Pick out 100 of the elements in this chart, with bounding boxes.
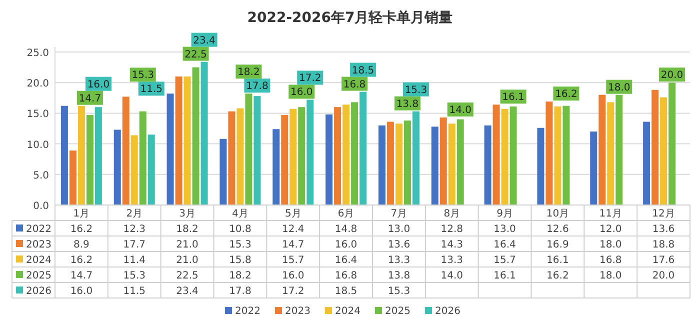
bar xyxy=(130,135,138,205)
data-label: 16.8 xyxy=(334,270,358,282)
data-label: 18.0 xyxy=(599,240,622,250)
data-label: 12.4 xyxy=(282,224,304,235)
text: 16.1 xyxy=(502,92,524,104)
text: 15.3 xyxy=(132,70,154,82)
text: 23.4 xyxy=(193,35,216,46)
bar xyxy=(590,132,598,205)
data-label: 13.6 xyxy=(388,240,410,250)
data-label: 18.5 xyxy=(334,286,358,297)
bar xyxy=(492,104,500,205)
bar xyxy=(643,122,650,205)
text: 16.0 xyxy=(290,87,313,98)
bar xyxy=(220,138,227,205)
x-tick-label: 10月 xyxy=(546,208,570,220)
data-label: 17.6 xyxy=(652,255,675,266)
text: 20.0 xyxy=(660,70,684,82)
data-label: 15.3 xyxy=(229,240,252,250)
data-label: 20.0 xyxy=(652,270,675,282)
bar xyxy=(200,62,208,205)
legend-label: 2022 xyxy=(26,224,52,235)
bar xyxy=(281,115,288,205)
text: 14.7 xyxy=(78,93,102,104)
text: 22.5 xyxy=(184,49,207,60)
data-label: 14.7 xyxy=(70,270,93,282)
data-label: 16.0 xyxy=(334,240,358,250)
data-label: 18.2 xyxy=(176,224,198,235)
data-label: 21.0 xyxy=(176,240,198,250)
data-label: 18.8 xyxy=(652,240,675,250)
data-label: 18.2 xyxy=(229,270,252,282)
y-tick-label: 20.0 xyxy=(26,78,49,90)
legend: 2022 2023 2024 2025 2026 xyxy=(225,306,460,317)
data-label: 21.0 xyxy=(176,255,198,266)
data-label: 16.2 xyxy=(70,255,93,266)
bar xyxy=(298,107,306,205)
data-label: 10.8 xyxy=(229,224,252,235)
x-tick-label: 11月 xyxy=(599,208,622,220)
bar xyxy=(537,128,544,205)
data-label: 23.4 xyxy=(176,286,198,297)
data-label: 15.7 xyxy=(494,255,516,266)
data-label: 16.4 xyxy=(494,240,516,250)
data-label: 15.7 xyxy=(282,255,304,266)
data-label: 14.7 xyxy=(282,240,304,250)
bar xyxy=(404,120,411,205)
data-label: 12.6 xyxy=(546,224,569,235)
bar xyxy=(148,134,155,205)
text: 16.0 xyxy=(87,79,110,90)
data-label: 18.0 xyxy=(599,270,622,282)
text: 13.8 xyxy=(396,98,419,110)
bar xyxy=(192,67,200,205)
x-tick-label: 12月 xyxy=(652,208,675,220)
x-tick-label: 6月 xyxy=(338,208,354,220)
text: 18.2 xyxy=(238,67,260,78)
bar xyxy=(510,106,517,205)
y-tick-label: 5.0 xyxy=(33,170,49,182)
bar xyxy=(272,129,280,205)
bar xyxy=(122,96,130,205)
x-tick-label: 4月 xyxy=(232,208,248,220)
data-label: 15.3 xyxy=(388,286,410,297)
x-tick-label: 7月 xyxy=(390,208,408,220)
bar xyxy=(440,117,447,205)
chart-title: 2022-2026年7月轻卡单月销量 xyxy=(247,10,453,26)
bar xyxy=(456,119,464,205)
data-label: 17.8 xyxy=(229,286,252,297)
bar xyxy=(652,90,659,205)
bar xyxy=(86,115,94,205)
bar xyxy=(306,100,314,205)
text: 18.0 xyxy=(608,82,630,94)
bar xyxy=(166,94,174,205)
data-label: 14.8 xyxy=(334,224,358,235)
bar xyxy=(60,106,68,205)
data-label: 17.7 xyxy=(123,240,146,250)
x-tick-label: 3月 xyxy=(179,208,196,220)
bar xyxy=(660,97,668,205)
data-label: 13.8 xyxy=(388,270,410,282)
y-tick-label: 25.0 xyxy=(26,48,49,59)
text: 16.2 xyxy=(555,89,578,100)
bar xyxy=(254,96,261,205)
data-label: 11.4 xyxy=(123,255,146,266)
bar xyxy=(448,124,456,205)
bar xyxy=(598,94,606,205)
bar xyxy=(326,114,333,205)
bar xyxy=(554,106,562,205)
legend-label: 2026 xyxy=(26,286,52,297)
bar xyxy=(236,108,244,205)
data-label: 11.5 xyxy=(123,286,146,297)
data-label: 16.0 xyxy=(282,270,304,282)
data-label: 16.1 xyxy=(546,255,569,266)
bar xyxy=(484,125,492,205)
y-tick-label: 15.0 xyxy=(26,109,49,120)
bar xyxy=(378,125,386,205)
data-label: 12.8 xyxy=(440,224,464,235)
bar xyxy=(342,104,350,205)
legend-label: 2025 xyxy=(26,270,52,282)
data-label: 16.4 xyxy=(334,255,358,266)
data-label: 12.0 xyxy=(599,224,622,235)
bar xyxy=(351,102,358,205)
x-tick-label: 5月 xyxy=(284,208,302,220)
data-label: 14.3 xyxy=(440,240,464,250)
x-tick-label: 8月 xyxy=(444,208,460,220)
